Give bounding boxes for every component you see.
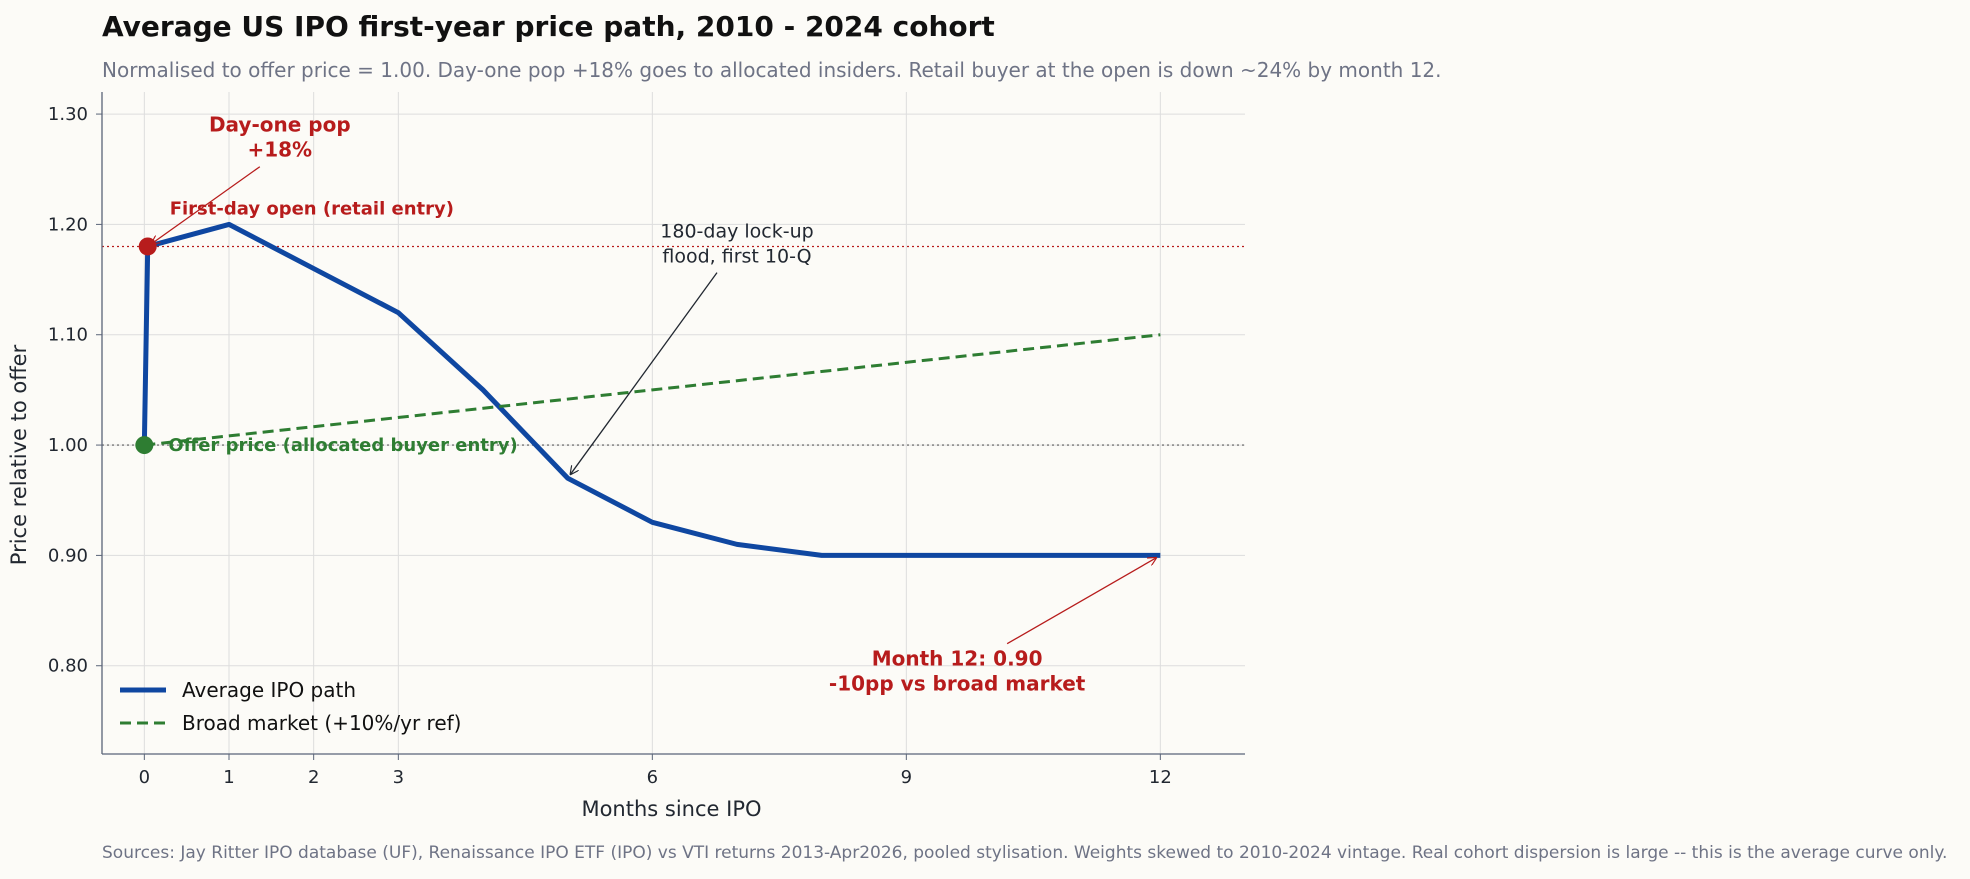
marker-layer: Offer price (allocated buyer entry) First… <box>135 198 518 456</box>
marker-label: First-day open (retail entry) <box>170 198 454 219</box>
y-tick-label: 0.90 <box>48 545 88 566</box>
series-line-ipo-path <box>141 221 1161 558</box>
y-tick-label: 0.80 <box>48 656 88 677</box>
y-tick-label: 1.20 <box>48 214 88 235</box>
annotation-text: Month 12: 0.90 -10pp vs broad market <box>829 647 1086 696</box>
x-tick-label: 0 <box>139 767 150 788</box>
y-tick-label: 1.30 <box>48 104 88 125</box>
marker-point <box>138 237 157 256</box>
annotation-line: flood, first 10-Q <box>662 246 811 268</box>
legend-label: Broad market (+10%/yr ref) <box>182 711 461 735</box>
y-tick-label: 1.10 <box>48 325 88 346</box>
annotation-line: +18% <box>247 138 312 162</box>
grid-layer <box>102 92 1245 754</box>
annotation-line: -10pp vs broad market <box>829 672 1086 696</box>
x-tick-label: 3 <box>393 767 404 788</box>
sources-footnote: Sources: Jay Ritter IPO database (UF), R… <box>102 843 1948 863</box>
x-tick-label: 9 <box>901 767 912 788</box>
y-tick-label: 1.00 <box>48 435 88 456</box>
annotation-text: 180-day lock-up flood, first 10-Q <box>660 221 813 268</box>
legend-label: Average IPO path <box>182 678 356 702</box>
x-tick-label: 2 <box>308 767 319 788</box>
chart-title: Average US IPO first-year price path, 20… <box>102 10 995 43</box>
x-tick-label: 6 <box>647 767 658 788</box>
reference-lines <box>102 245 1245 446</box>
legend: Average IPO path Broad market (+10%/yr re… <box>120 678 461 735</box>
annotation-arrow <box>570 272 718 475</box>
series-line-broad-market <box>144 333 1161 447</box>
annotation-layer: Day-one pop +18% 180-day lock-up flood, fir… <box>151 113 1157 696</box>
x-tick-label: 1 <box>223 767 234 788</box>
marker-label: Offer price (allocated buyer entry) <box>168 435 517 456</box>
chart-subtitle: Normalised to offer price = 1.00. Day-on… <box>102 58 1442 82</box>
x-tick-label: 12 <box>1149 767 1172 788</box>
series-layer <box>141 221 1161 558</box>
annotation-text: Day-one pop +18% <box>209 113 351 162</box>
x-axis-label: Months since IPO <box>581 797 761 821</box>
annotation-arrow <box>1006 557 1157 645</box>
marker-point <box>135 436 154 455</box>
annotation-line: Day-one pop <box>209 113 351 137</box>
annotation-arrow <box>151 166 261 244</box>
y-axis-label: Price relative to offer <box>7 344 31 565</box>
annotation-line: Month 12: 0.90 <box>872 647 1043 671</box>
annotation-line: 180-day lock-up <box>660 221 813 243</box>
